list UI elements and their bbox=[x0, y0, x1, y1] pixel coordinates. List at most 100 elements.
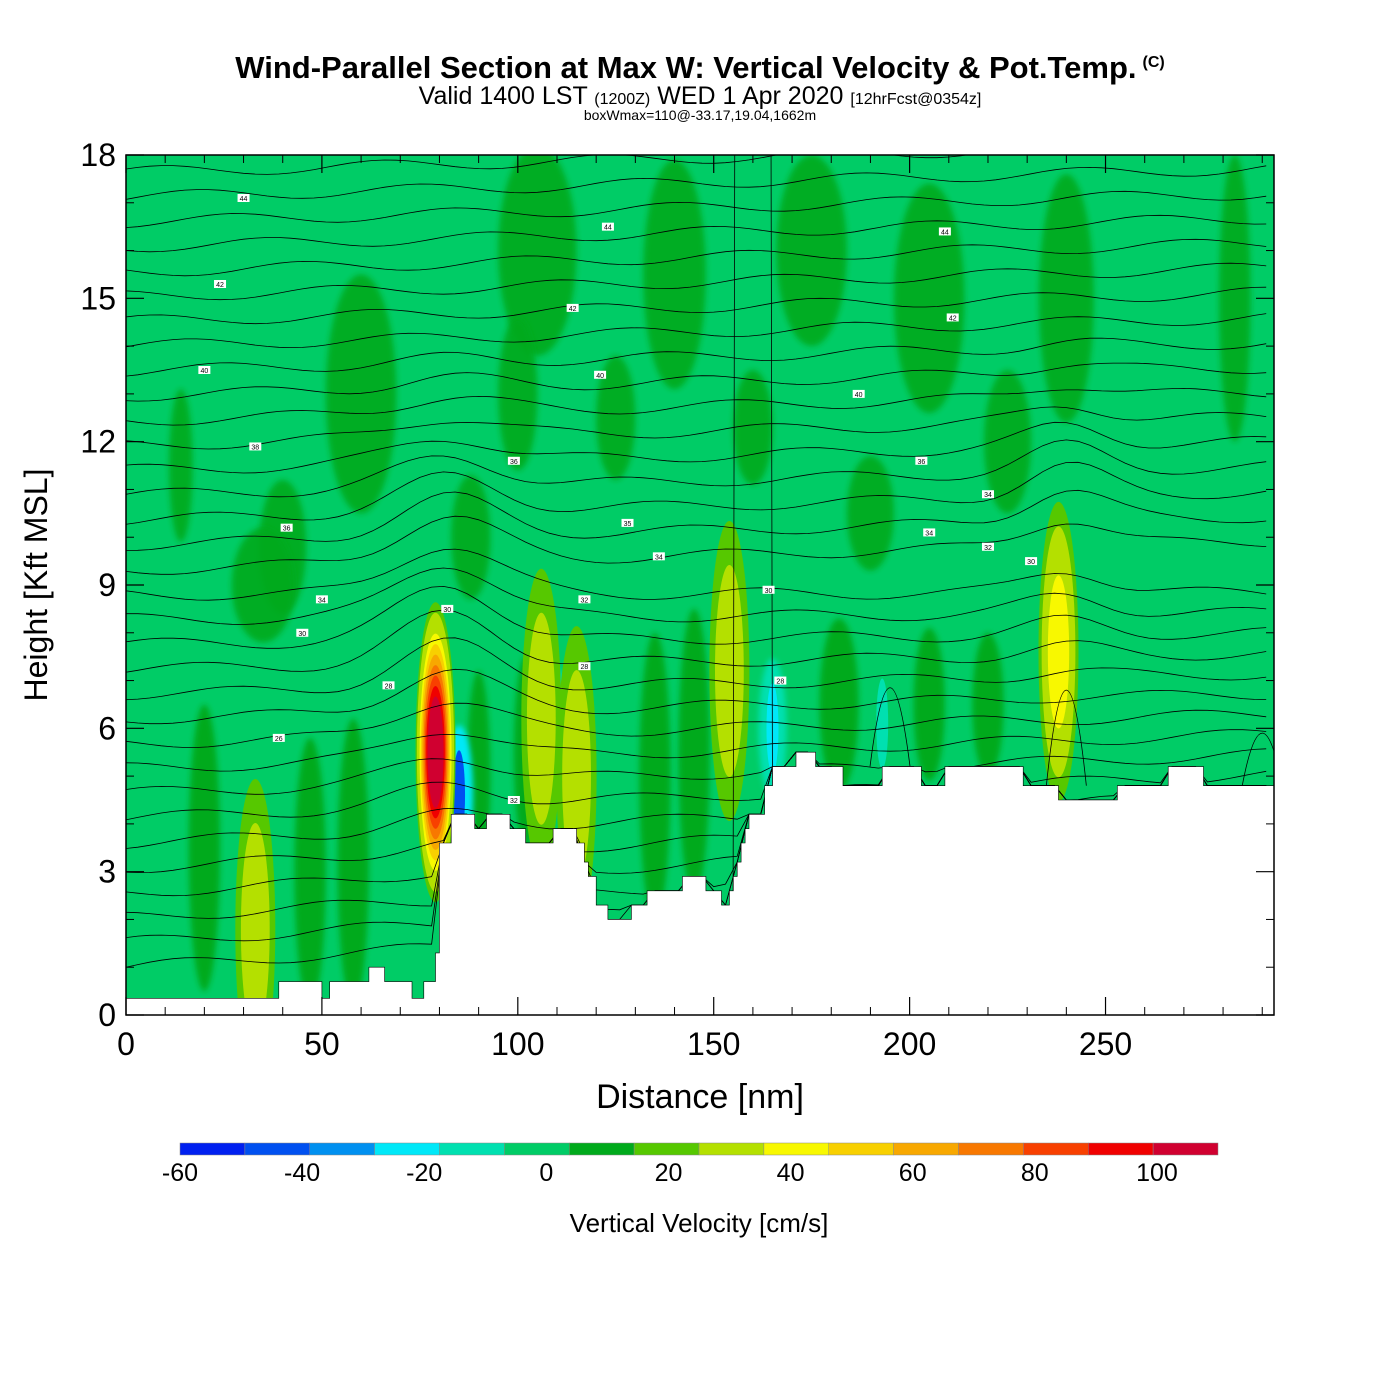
colorbar-swatch bbox=[633, 1142, 700, 1156]
contour-label: 28 bbox=[776, 679, 784, 686]
weak-updraft-region bbox=[498, 155, 577, 356]
theta-contour bbox=[126, 262, 1267, 301]
contour-label: 40 bbox=[596, 373, 604, 380]
theta-contour bbox=[126, 406, 1267, 450]
weak-updraft-region bbox=[643, 159, 706, 390]
contour-label: 34 bbox=[925, 530, 933, 537]
colorbar-tick-label: 20 bbox=[655, 1159, 683, 1187]
contour-label-bg bbox=[946, 313, 959, 322]
theta-contour bbox=[126, 567, 1267, 625]
contour-label: 34 bbox=[655, 554, 663, 561]
contour-label-bg bbox=[852, 389, 865, 398]
y-tick-label: 12 bbox=[80, 424, 116, 460]
updraft-band bbox=[188, 704, 221, 992]
y-axis-label: Height [Kft MSL] bbox=[18, 469, 54, 702]
theta-contour bbox=[126, 609, 1267, 673]
theta-contour bbox=[1241, 733, 1274, 786]
y-tick-label: 3 bbox=[98, 854, 116, 890]
colorbar-tick-label: 100 bbox=[1136, 1159, 1178, 1187]
contour-label-bg bbox=[774, 676, 787, 685]
contour-label-bg bbox=[272, 733, 285, 742]
theta-contour bbox=[126, 668, 1267, 725]
theta-contour bbox=[126, 751, 1267, 821]
terrain-mask bbox=[126, 751, 1274, 1015]
updraft-core bbox=[714, 565, 744, 777]
weak-updraft-region bbox=[846, 455, 894, 571]
theta-contour bbox=[126, 702, 1267, 748]
theta-contour bbox=[126, 748, 1267, 795]
contour-label: 32 bbox=[510, 798, 518, 805]
contour-label-bg bbox=[441, 604, 454, 613]
y-tick-label: 0 bbox=[98, 997, 116, 1033]
colorbar-swatch bbox=[828, 1142, 894, 1156]
weak-updraft-region bbox=[733, 370, 773, 485]
contour-label: 30 bbox=[443, 607, 451, 614]
contour-label: 40 bbox=[200, 368, 208, 375]
colorbar-tick-label: 60 bbox=[899, 1159, 927, 1187]
weak-updraft-region bbox=[451, 475, 491, 600]
colorbar-swatch bbox=[698, 1142, 765, 1156]
y-tick-label: 15 bbox=[80, 280, 116, 316]
theta-contour bbox=[126, 155, 969, 175]
updraft-core bbox=[1047, 575, 1070, 729]
contour-label-bg bbox=[594, 370, 607, 379]
contour-label: 44 bbox=[604, 225, 612, 232]
colorbar-swatch bbox=[958, 1142, 1024, 1156]
updraft-band bbox=[972, 632, 1004, 777]
weak-updraft-region bbox=[1219, 155, 1251, 442]
theta-contour bbox=[126, 190, 1267, 228]
weak-updraft-region bbox=[498, 317, 538, 471]
x-axis-label: Distance [nm] bbox=[596, 1078, 804, 1116]
contour-label-bg bbox=[1025, 557, 1038, 566]
contour-label-bg bbox=[507, 796, 520, 804]
colorbar-swatch bbox=[1023, 1142, 1089, 1156]
theta-contour bbox=[1045, 690, 1087, 786]
weak-updraft-region bbox=[1038, 174, 1094, 423]
theta-contour bbox=[126, 313, 1267, 349]
colorbar-swatch bbox=[439, 1142, 505, 1156]
contour-label-bg bbox=[507, 456, 520, 465]
theta-contour bbox=[126, 515, 1267, 575]
theta-contour bbox=[126, 461, 1267, 525]
contour-label-bg bbox=[762, 585, 775, 594]
updraft-core bbox=[526, 612, 556, 825]
contour-label: 28 bbox=[385, 683, 393, 690]
contour-label-bg bbox=[578, 662, 591, 671]
chart-subtitle: Valid 1400 LST (1200Z) WED 1 Apr 2020 [1… bbox=[418, 82, 982, 110]
copyright-mark: (C) bbox=[1142, 53, 1165, 71]
contour-label-bg bbox=[382, 681, 395, 690]
contour-label: 34 bbox=[984, 492, 992, 499]
contour-label: 30 bbox=[765, 588, 773, 595]
updraft-band bbox=[819, 618, 859, 791]
contour-label: 44 bbox=[240, 196, 248, 203]
weak-updraft-region bbox=[169, 389, 193, 542]
y-tick-label: 18 bbox=[80, 137, 116, 173]
contour-label-bg bbox=[280, 523, 293, 532]
contour-label-bg bbox=[566, 303, 579, 312]
updraft-band bbox=[337, 718, 369, 1006]
theta-contour bbox=[126, 214, 1267, 253]
contour-label: 36 bbox=[510, 459, 518, 466]
y-tick-label: 9 bbox=[98, 567, 116, 603]
contour-label-bg bbox=[237, 194, 250, 202]
colorbar-swatch bbox=[374, 1142, 440, 1156]
theta-contour bbox=[126, 286, 1267, 325]
downdraft-core bbox=[876, 678, 889, 769]
colorbar-swatch bbox=[1152, 1142, 1219, 1156]
weak-updraft-region bbox=[984, 370, 1032, 514]
contour-label-bg bbox=[296, 628, 309, 637]
x-tick-label: 100 bbox=[491, 1026, 544, 1062]
contour-label-bg bbox=[938, 227, 951, 236]
contour-label-bg bbox=[621, 518, 634, 527]
contour-label-bg bbox=[315, 595, 328, 604]
colorbar-swatch bbox=[179, 1142, 246, 1156]
colorbar-swatch bbox=[309, 1142, 375, 1156]
x-tick-label: 50 bbox=[304, 1026, 340, 1062]
contour-label: 30 bbox=[298, 631, 306, 638]
contour-label: 30 bbox=[1027, 559, 1035, 566]
y-tick-label: 6 bbox=[98, 710, 116, 746]
colorbar-swatch bbox=[504, 1142, 570, 1156]
theta-contour bbox=[126, 637, 1267, 701]
contour-label: 42 bbox=[216, 282, 224, 289]
